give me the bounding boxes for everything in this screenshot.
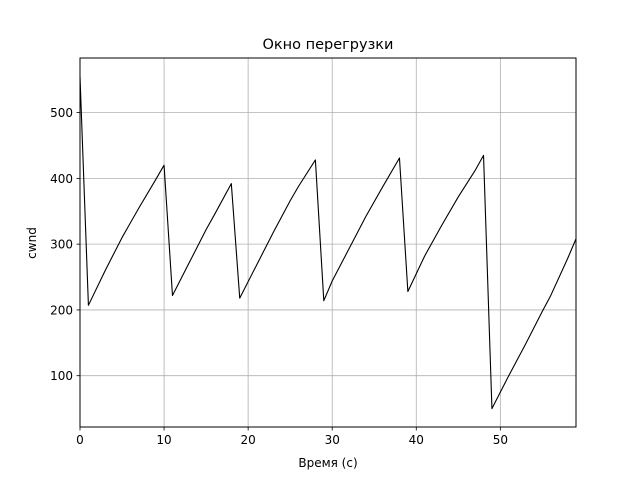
y-tick-label: 400 — [50, 172, 73, 186]
series-layer — [79, 76, 577, 410]
x-tick-label: 0 — [76, 433, 84, 447]
x-tick-label: 10 — [156, 433, 171, 447]
y-tick-label: 300 — [50, 238, 73, 252]
axis-ticks: 0 10 20 30 40 50 100 200 300 400 500 — [50, 106, 508, 447]
x-tick-label: 40 — [409, 433, 424, 447]
plot-frame — [79, 57, 577, 428]
x-tick-label: 20 — [240, 433, 255, 447]
y-tick-label: 500 — [50, 106, 73, 120]
y-axis-label: cwnd — [25, 227, 39, 259]
x-tick-label: 30 — [325, 433, 340, 447]
y-tick-label: 100 — [50, 369, 73, 383]
y-tick-label: 200 — [50, 303, 73, 317]
cwnd-series-line — [79, 76, 577, 410]
chart-title: Окно перегрузки — [263, 37, 394, 53]
x-tick-label: 50 — [493, 433, 508, 447]
grid-lines — [79, 58, 576, 427]
x-axis-label: Время (с) — [298, 456, 357, 470]
